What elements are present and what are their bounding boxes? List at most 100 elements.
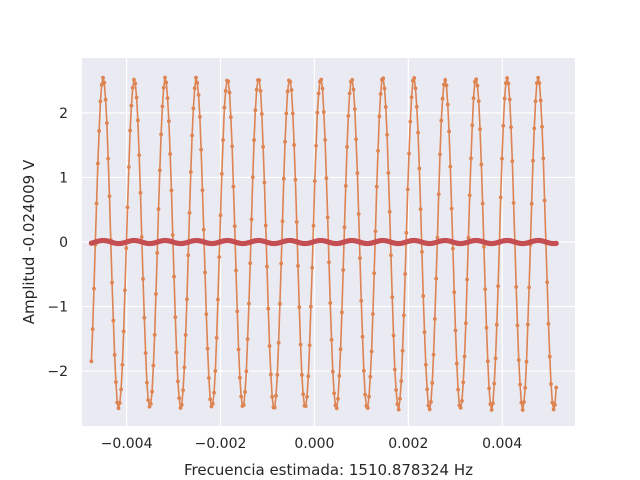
data-point: [359, 298, 364, 303]
data-point: [417, 166, 422, 171]
data-point: [427, 407, 432, 412]
data-point: [145, 380, 149, 385]
data-point: [179, 403, 184, 407]
data-point: [275, 372, 280, 377]
data-point: [210, 401, 215, 406]
data-point: [97, 129, 102, 133]
data-point: [182, 365, 187, 370]
data-point: [245, 337, 250, 342]
y-tick-label: −2: [47, 364, 68, 380]
data-point: [356, 212, 361, 216]
data-point: [551, 407, 556, 412]
data-point: [407, 151, 411, 156]
data-point: [352, 107, 357, 111]
data-point: [518, 382, 522, 387]
data-point: [107, 194, 112, 199]
data-point: [185, 297, 189, 302]
data-point: [160, 104, 165, 109]
data-point: [261, 144, 266, 149]
data-point: [199, 147, 204, 152]
data-point: [484, 325, 489, 330]
data-point: [381, 76, 386, 81]
data-point: [231, 184, 236, 189]
data-point: [405, 187, 410, 192]
data-point: [315, 110, 320, 115]
data-point: [205, 346, 210, 351]
data-point: [265, 264, 269, 269]
data-point: [272, 405, 277, 410]
data-point: [370, 312, 375, 316]
data-point: [516, 358, 521, 362]
data-point: [479, 162, 484, 167]
data-point: [527, 285, 531, 290]
data-point: [234, 268, 238, 273]
data-point: [387, 209, 392, 214]
data-point: [491, 401, 495, 406]
data-point: [462, 354, 467, 359]
data-point: [181, 388, 185, 393]
data-point: [338, 347, 343, 352]
data-point: [396, 407, 401, 412]
data-point: [485, 359, 490, 364]
data-point: [398, 396, 402, 401]
data-point: [311, 223, 316, 228]
data-point: [399, 379, 404, 383]
data-point: [104, 121, 109, 125]
data-point: [327, 260, 331, 265]
data-point: [549, 382, 553, 386]
data-point: [514, 285, 519, 289]
data-point: [195, 80, 200, 85]
data-point: [157, 168, 162, 173]
data-point: [206, 376, 211, 380]
data-point: [361, 368, 366, 373]
data-point: [378, 92, 383, 96]
data-point: [293, 177, 298, 182]
data-point: [257, 78, 262, 83]
data-point: [345, 144, 349, 149]
data-point: [391, 333, 396, 338]
data-point: [197, 114, 202, 119]
data-point: [120, 362, 125, 367]
data-point: [221, 138, 225, 142]
data-point: [454, 361, 459, 366]
data-point: [329, 337, 334, 342]
data-point: [285, 89, 290, 94]
data-point: [137, 153, 142, 158]
data-point: [418, 207, 423, 212]
data-point: [395, 402, 400, 407]
data-point: [267, 344, 272, 348]
data-point: [369, 349, 374, 354]
data-point: [218, 213, 223, 218]
data-point: [438, 152, 442, 157]
data-point: [132, 77, 136, 82]
data-point: [476, 99, 481, 103]
data-point: [188, 170, 193, 174]
data-point: [142, 315, 147, 320]
data-point: [284, 111, 289, 116]
data-point: [394, 388, 399, 392]
data-point: [343, 184, 348, 188]
data-point: [101, 75, 105, 80]
data-point: [482, 244, 486, 249]
data-point: [292, 143, 297, 147]
data-point: [103, 97, 108, 102]
data-point: [134, 95, 139, 100]
data-point: [177, 396, 182, 401]
data-point: [422, 330, 427, 335]
data-point: [212, 390, 216, 395]
data-point: [339, 310, 344, 315]
data-point: [400, 348, 405, 353]
data-point: [448, 164, 453, 169]
data-point: [99, 82, 104, 87]
data-point: [244, 369, 249, 374]
data-point: [274, 393, 278, 398]
data-point: [262, 180, 267, 185]
data-point: [278, 301, 282, 306]
data-point: [312, 179, 317, 184]
x-axis-label: Frecuencia estimada: 1510.878324 Hz: [184, 461, 473, 479]
data-point: [416, 130, 420, 135]
data-point: [290, 111, 295, 116]
data-point: [183, 333, 188, 337]
data-point: [236, 347, 241, 352]
data-point: [404, 230, 409, 235]
